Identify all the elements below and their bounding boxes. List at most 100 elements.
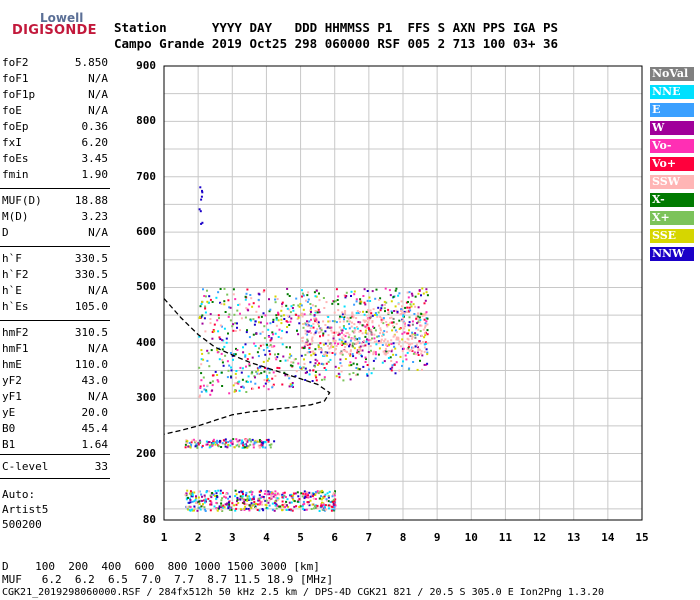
echo-point xyxy=(286,293,289,296)
echo-point xyxy=(310,338,313,341)
echo-point xyxy=(418,340,421,343)
param-label: h`F2 xyxy=(2,268,29,281)
echo-point xyxy=(212,442,215,444)
echo-point xyxy=(216,319,219,322)
echo-point xyxy=(418,320,421,323)
echo-point xyxy=(412,303,415,306)
echo-point xyxy=(386,351,389,354)
echo-point xyxy=(274,298,277,301)
echo-point xyxy=(314,331,317,334)
echo-point xyxy=(209,500,212,503)
echo-point xyxy=(326,499,328,502)
echo-point xyxy=(322,334,325,337)
echo-point xyxy=(244,499,247,502)
echo-point xyxy=(303,497,306,500)
echo-point xyxy=(272,492,274,495)
echo-point xyxy=(423,363,426,366)
echo-point xyxy=(420,324,423,327)
param-row-yf2: yF2 43.0 xyxy=(2,374,108,390)
echo-point xyxy=(333,331,336,334)
echo-point xyxy=(353,337,356,340)
y-tick-label: 900 xyxy=(136,59,156,72)
param-divider xyxy=(0,320,110,321)
echo-point xyxy=(362,341,365,343)
legend-item-sse: SSE xyxy=(650,229,694,243)
echo-point xyxy=(203,317,206,320)
echo-point xyxy=(226,505,229,508)
echo-point xyxy=(266,322,269,325)
echo-point xyxy=(364,344,367,347)
echo-point xyxy=(246,497,249,500)
param-divider xyxy=(0,188,110,189)
echo-point xyxy=(216,509,219,512)
echo-point xyxy=(389,356,392,359)
param-row-clevel: C-level 33 xyxy=(2,460,108,476)
echo-point xyxy=(298,305,301,308)
echo-point xyxy=(206,443,209,446)
echo-point xyxy=(385,324,388,326)
echo-point xyxy=(263,370,266,373)
echo-point xyxy=(295,313,298,316)
echo-point xyxy=(291,384,294,387)
param-divider xyxy=(0,246,110,247)
echo-point xyxy=(225,493,228,495)
echo-point xyxy=(398,292,401,295)
echo-point xyxy=(288,377,291,380)
echo-point xyxy=(286,321,289,323)
echo-point xyxy=(292,386,294,388)
echo-point xyxy=(334,342,336,345)
echo-point xyxy=(363,339,365,342)
echo-point xyxy=(262,509,265,512)
echo-point xyxy=(352,355,355,358)
echo-point xyxy=(401,332,404,335)
echo-point xyxy=(340,364,343,367)
echo-point xyxy=(272,318,275,321)
echo-point xyxy=(417,312,420,315)
echo-point xyxy=(235,493,238,496)
echo-point xyxy=(408,321,411,324)
echo-point xyxy=(220,371,223,374)
echo-point xyxy=(242,444,245,447)
echo-point xyxy=(366,364,369,366)
echo-point xyxy=(301,346,304,349)
echo-point xyxy=(365,332,368,335)
echo-point xyxy=(297,304,300,307)
echo-point xyxy=(237,304,240,306)
echo-point xyxy=(324,330,327,333)
echo-point xyxy=(194,445,197,448)
echo-point xyxy=(235,444,238,447)
echo-point xyxy=(223,327,226,330)
echo-point xyxy=(355,367,358,369)
echo-point xyxy=(260,441,263,444)
echo-point xyxy=(241,440,244,443)
param-row-d: D N/A xyxy=(2,226,108,242)
echo-point xyxy=(242,346,244,349)
echo-point xyxy=(261,330,264,333)
echo-point xyxy=(277,353,280,356)
echo-point xyxy=(312,507,315,510)
echo-point xyxy=(367,342,370,345)
echo-point xyxy=(239,495,242,498)
echo-point xyxy=(354,337,357,340)
echo-point xyxy=(232,293,235,296)
echo-point xyxy=(327,495,330,498)
echo-point xyxy=(344,296,347,299)
echo-point xyxy=(304,367,307,370)
echo-point xyxy=(410,292,413,295)
legend-item-nnw: NNW xyxy=(650,247,694,261)
echo-point xyxy=(195,440,197,443)
echo-point xyxy=(381,304,384,307)
echo-point xyxy=(340,350,343,353)
echo-point xyxy=(324,324,327,326)
param-value: 18.88 xyxy=(74,194,108,207)
echo-point xyxy=(232,323,235,326)
echo-point xyxy=(331,331,334,334)
echo-point xyxy=(306,342,309,345)
echo-point xyxy=(314,311,317,314)
echo-point xyxy=(297,315,300,318)
echo-point xyxy=(289,346,291,349)
echo-point xyxy=(382,322,385,325)
echo-point xyxy=(364,303,367,306)
echo-point xyxy=(297,316,300,319)
echo-point xyxy=(245,494,248,497)
